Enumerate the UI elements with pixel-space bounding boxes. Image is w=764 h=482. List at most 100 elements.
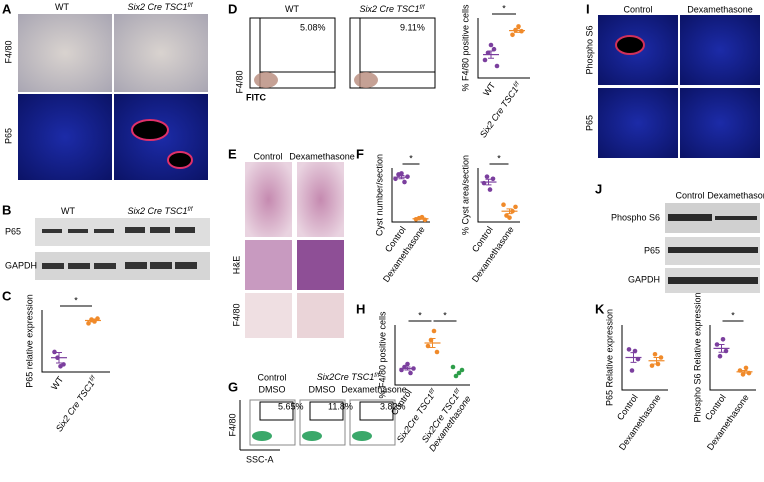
error-bar	[741, 370, 748, 374]
column-label: Control	[675, 190, 704, 200]
column-label: WT	[61, 206, 75, 216]
panel-letter: I	[586, 1, 590, 16]
dot	[484, 174, 490, 179]
row-label: P65	[584, 115, 594, 131]
column-label: Six2 Cre TSC1f/f	[127, 2, 193, 12]
error-bar	[404, 366, 411, 371]
dot	[425, 343, 431, 349]
row-label: GAPDH	[5, 260, 37, 270]
column-label: Control	[257, 372, 286, 382]
dot	[629, 368, 635, 373]
x-tick-label: Dexamethasone	[617, 393, 663, 452]
flow-plot	[239, 399, 396, 451]
dot	[652, 351, 658, 357]
y-axis-label: P65 Relative expression	[604, 309, 614, 406]
dot	[714, 342, 720, 347]
axis-label: F4/80	[234, 70, 244, 93]
dot	[61, 362, 66, 367]
column-label: Dexamethasone	[341, 384, 407, 394]
image	[18, 14, 112, 92]
y-axis-label: % F4/80 positive cells	[377, 311, 387, 399]
text: WT	[49, 374, 66, 392]
bands	[668, 214, 758, 284]
dot	[405, 361, 410, 367]
row-label: H&E	[231, 256, 241, 275]
dot	[488, 42, 494, 48]
image	[680, 15, 760, 85]
dot	[507, 215, 512, 220]
dot	[490, 176, 496, 182]
dot	[459, 367, 465, 373]
cyst	[131, 119, 169, 141]
gate-value: 11.8%	[328, 401, 353, 411]
column-label: Six2 Cre TSC1f/f	[127, 206, 193, 216]
text: Six2 Cre TSC1	[359, 4, 419, 14]
gate-value: 3.82%	[380, 401, 406, 411]
superscript: f/f	[513, 80, 522, 89]
y-axis-label: % F4/80 positive cells	[460, 4, 470, 92]
row-label: GAPDH	[628, 274, 660, 284]
axis-label: SSC-A	[246, 454, 274, 464]
axis-label: FITC	[246, 92, 266, 102]
dot	[510, 32, 515, 38]
superscript: f/f	[374, 373, 380, 379]
column-label: Six2Cre TSC1f/f	[317, 372, 381, 382]
y-axis-label: Phospho S6 Relative expression	[692, 292, 702, 422]
dot	[434, 349, 440, 355]
cyst	[167, 151, 193, 169]
error-bar	[90, 318, 96, 323]
row-label: P65	[644, 245, 660, 255]
text: Six2 Cre TSC1	[127, 206, 187, 216]
column-label: WT	[55, 2, 69, 12]
column-label: Dexamethasone	[707, 190, 764, 200]
dot	[453, 373, 459, 379]
axis	[41, 310, 110, 373]
gate-value: 9.11%	[400, 22, 425, 32]
significance-label: *	[74, 295, 78, 305]
superscript: f/f	[89, 374, 98, 383]
superscript: f/f	[188, 207, 194, 213]
error-bar	[718, 344, 725, 353]
panel-letter: E	[228, 146, 237, 161]
row-label: P65	[5, 226, 21, 236]
error-bar	[417, 217, 424, 220]
dot	[482, 57, 488, 63]
text: WT	[285, 4, 299, 14]
column-label: Control	[623, 4, 652, 14]
image	[18, 94, 112, 180]
text: Dexamethasone	[617, 393, 663, 452]
text: Six2 Cre TSC1	[127, 2, 187, 12]
panel-letter: H	[356, 301, 365, 316]
image	[297, 293, 344, 338]
dot	[431, 328, 437, 334]
error-bar	[630, 352, 637, 363]
gate-value: 5.08%	[300, 22, 326, 32]
image	[245, 162, 292, 237]
dot	[723, 348, 729, 354]
panel-letter: D	[228, 1, 237, 16]
column-label: DMSO	[259, 384, 286, 394]
panel-letter: C	[2, 288, 12, 303]
dot	[491, 46, 497, 52]
image	[297, 162, 344, 237]
panel-letter: J	[595, 181, 602, 196]
axis	[621, 325, 668, 391]
dot	[487, 187, 493, 192]
image	[297, 240, 344, 290]
text: WT	[481, 80, 498, 98]
panel-letter: F	[356, 146, 364, 161]
error-bar	[485, 178, 492, 186]
dot	[402, 179, 407, 185]
error-bar	[429, 338, 436, 348]
panel-letter: A	[2, 1, 12, 16]
error-bar	[488, 50, 494, 59]
row-label: Phospho S6	[611, 212, 660, 222]
dot	[399, 171, 404, 176]
dot	[52, 349, 57, 355]
column-label: Dexamethasone	[289, 151, 355, 161]
image	[245, 240, 292, 290]
dot	[513, 204, 518, 210]
bands	[42, 227, 197, 269]
image	[114, 14, 208, 92]
dot	[501, 202, 506, 208]
